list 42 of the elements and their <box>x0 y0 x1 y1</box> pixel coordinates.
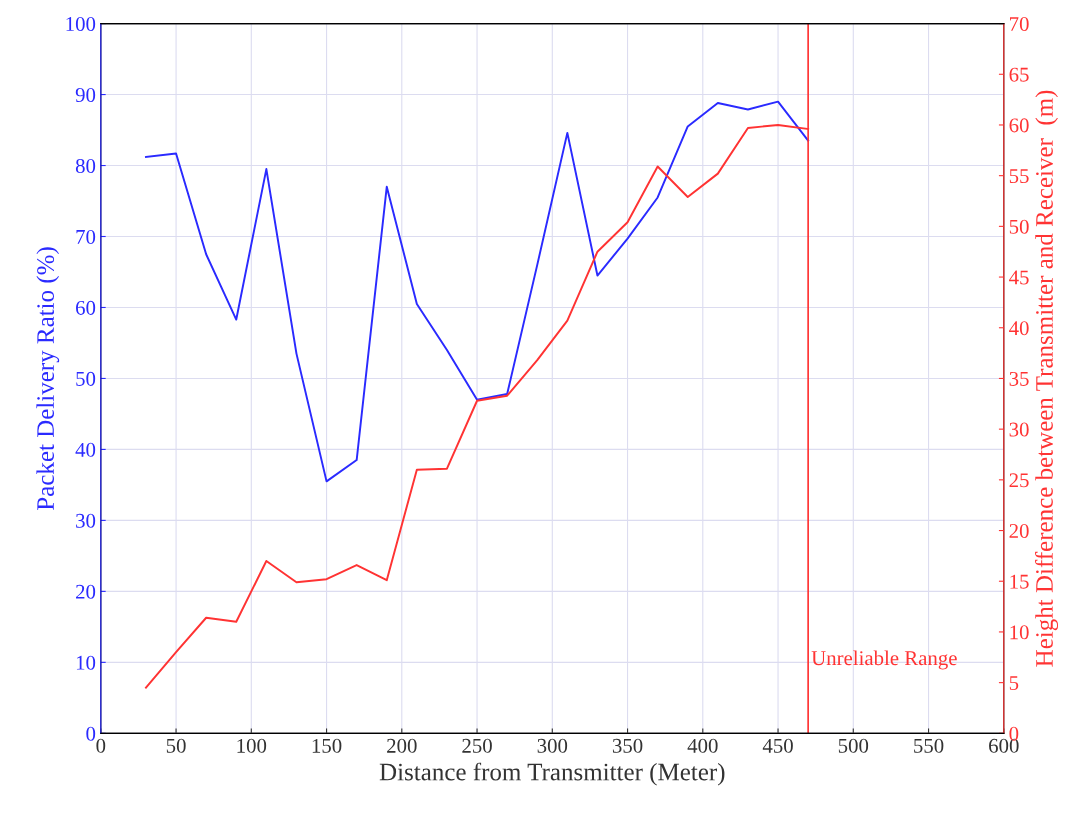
y-tick-label: 10 <box>76 655 96 670</box>
x-tick-label: 350 <box>612 738 643 753</box>
y2-tick-label: 65 <box>1009 67 1029 82</box>
x-tick-label: 150 <box>312 738 342 753</box>
y2-tick-label: 55 <box>1009 169 1029 184</box>
y2-tick-label: 20 <box>1009 523 1029 538</box>
y2-tick-label: 50 <box>1009 219 1029 234</box>
x-tick-label: 100 <box>237 738 267 753</box>
y2-tick-label: 10 <box>1010 625 1029 640</box>
x-tick-label: 50 <box>166 738 186 753</box>
y-tick-label: 50 <box>76 371 96 386</box>
line-series <box>144 100 810 483</box>
x-tick-label: 400 <box>687 738 718 753</box>
y-tick-label: 70 <box>76 229 96 244</box>
y-tick-label: 30 <box>76 513 96 528</box>
y2-tick-label: 60 <box>1009 118 1029 133</box>
y-tick-label: 40 <box>75 442 96 457</box>
y-tick-label: 0 <box>86 726 96 741</box>
y-tick-label: 100 <box>66 16 96 32</box>
y2-tick-label: 15 <box>1010 574 1029 589</box>
x-axis-title: Distance from Transmitter (Meter) <box>379 762 725 786</box>
y2-tick-label: 45 <box>1009 270 1029 285</box>
ref-line-label: Unreliable Range <box>811 650 957 670</box>
y2-tick-label: 40 <box>1009 321 1029 336</box>
y2-tick-label: 25 <box>1009 473 1029 488</box>
x-tick-label: 550 <box>914 738 944 753</box>
x-tick-label: 250 <box>462 738 492 753</box>
y2-tick-label: 70 <box>1010 16 1029 32</box>
y-tick-label: 90 <box>75 87 96 102</box>
x-tick-label: 200 <box>387 738 417 753</box>
y2-tick-label: 35 <box>1009 371 1029 386</box>
y-tick-label: 20 <box>76 584 96 599</box>
y-tick-label: 80 <box>75 158 96 173</box>
y-tick-label: 60 <box>76 300 96 315</box>
y2-axis-title: Height Difference between Transmitter and Receiver (m) <box>1035 90 1059 667</box>
x-tick-label: 450 <box>762 738 793 753</box>
x-tick-label: 0 <box>96 738 106 753</box>
y-axis-title: Packet Delivery Ratio (%) <box>36 247 60 510</box>
y2-tick-label: 5 <box>1009 676 1019 691</box>
x-tick-label: 500 <box>838 738 869 753</box>
y2-tick-label: 30 <box>1009 422 1029 437</box>
x-tick-label: 300 <box>537 738 568 753</box>
